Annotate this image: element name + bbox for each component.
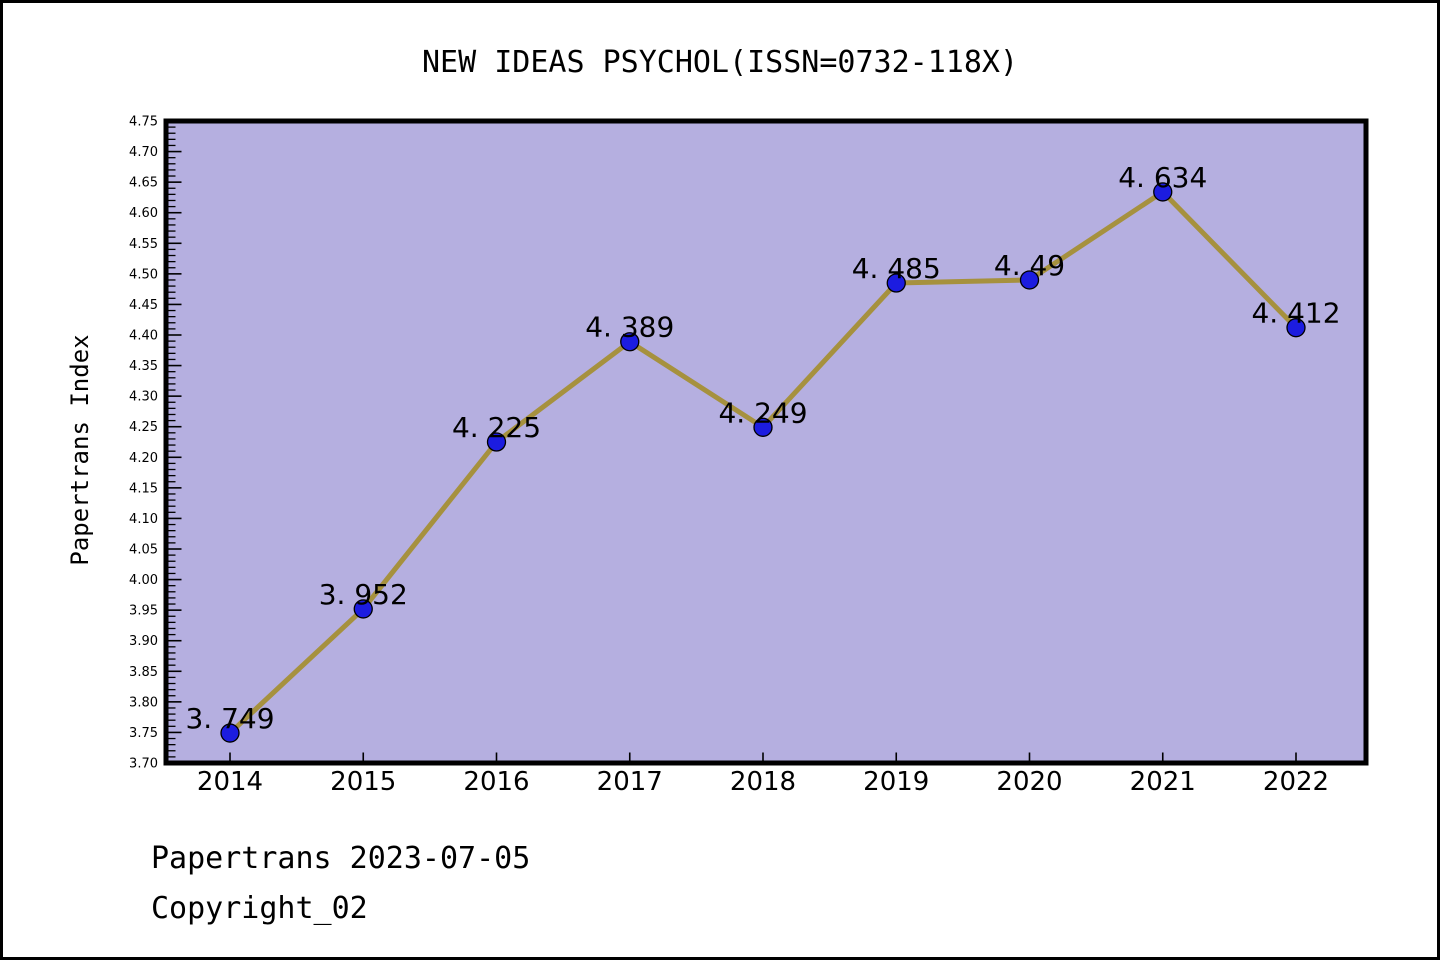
x-tick-label: 2022 bbox=[1263, 767, 1329, 797]
chart-svg: 3.70 3.75 3.80 3.85 3.90 3.95 4.00 4.05 4.10 4.15… bbox=[129, 115, 1369, 797]
data-point bbox=[353, 599, 373, 619]
x-tick-label: 2020 bbox=[996, 767, 1062, 797]
y-tick-label: 4.30 bbox=[129, 390, 158, 405]
data-point-label: 4. 249 bbox=[718, 396, 807, 429]
data-point-label: 3. 952 bbox=[319, 578, 408, 611]
data-point bbox=[1153, 182, 1173, 202]
data-point-label: 4. 485 bbox=[852, 252, 941, 285]
y-tick-label: 4.50 bbox=[129, 267, 158, 282]
data-point bbox=[886, 273, 906, 293]
y-tick-label: 3.70 bbox=[129, 757, 158, 772]
data-point bbox=[486, 432, 507, 452]
y-tick-label: 4.40 bbox=[129, 329, 158, 344]
plot-area bbox=[163, 118, 1369, 766]
x-tick-label: 2014 bbox=[197, 767, 263, 797]
y-tick-label: 3.85 bbox=[129, 665, 158, 680]
data-point-label: 4. 389 bbox=[585, 311, 674, 344]
data-point bbox=[1286, 318, 1306, 338]
footer-date: Papertrans 2023-07-05 bbox=[151, 841, 531, 876]
data-point-label: 4. 634 bbox=[1118, 161, 1207, 194]
x-tick-label: 2016 bbox=[463, 767, 529, 797]
data-point bbox=[220, 723, 240, 743]
y-tick-label: 4.70 bbox=[129, 145, 158, 160]
y-tick-label: 4.05 bbox=[129, 543, 158, 558]
y-tick-label: 4.35 bbox=[129, 359, 158, 374]
data-point bbox=[1019, 270, 1040, 290]
x-tick-label: 2018 bbox=[730, 767, 796, 797]
data-point-label: 4. 49 bbox=[994, 249, 1065, 282]
data-point bbox=[620, 332, 640, 352]
y-tick-label: 4.00 bbox=[129, 573, 158, 588]
x-tick-label: 2017 bbox=[597, 767, 663, 797]
y-tick-label: 4.45 bbox=[129, 298, 158, 313]
y-tick-label: 4.20 bbox=[129, 451, 158, 466]
data-point-label: 3. 749 bbox=[185, 702, 274, 735]
y-tick-label: 4.60 bbox=[129, 206, 158, 221]
y-tick-label: 3.75 bbox=[129, 726, 158, 741]
data-point bbox=[753, 417, 773, 437]
data-point-label: 4. 412 bbox=[1251, 297, 1340, 330]
x-tick-label: 2021 bbox=[1130, 767, 1196, 797]
footer-copyright: Copyright_02 bbox=[151, 891, 368, 926]
y-tick-label: 4.75 bbox=[129, 115, 158, 130]
chart-title: NEW IDEAS PSYCHOL(ISSN=0732-118X) bbox=[421, 45, 1019, 80]
y-tick-label: 4.55 bbox=[129, 237, 158, 252]
y-tick-label: 3.95 bbox=[129, 604, 158, 619]
y-tick-label: 4.15 bbox=[129, 481, 158, 496]
y-tick-label: 4.10 bbox=[129, 512, 158, 527]
y-tick-label: 4.25 bbox=[129, 420, 158, 435]
data-point-label: 4. 225 bbox=[452, 411, 541, 444]
x-tick-label: 2015 bbox=[330, 767, 396, 797]
y-tick-label: 4.65 bbox=[129, 176, 158, 191]
x-tick-label: 2019 bbox=[863, 767, 929, 797]
y-tick-label: 3.90 bbox=[129, 634, 158, 649]
y-tick-label: 3.80 bbox=[129, 695, 158, 710]
